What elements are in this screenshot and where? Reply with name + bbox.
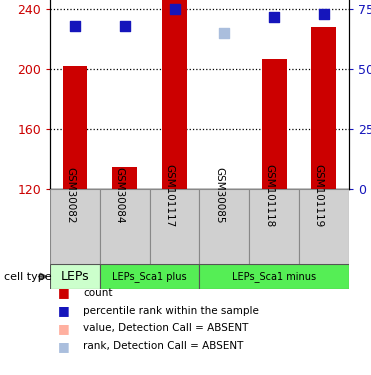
Text: GSM101119: GSM101119 xyxy=(314,164,324,227)
Text: ■: ■ xyxy=(58,304,69,317)
Text: LEPs_Sca1 minus: LEPs_Sca1 minus xyxy=(232,271,316,282)
Bar xyxy=(249,189,299,264)
Bar xyxy=(162,0,187,189)
Point xyxy=(271,13,277,20)
Bar xyxy=(63,66,88,189)
Text: GSM101118: GSM101118 xyxy=(264,164,274,227)
Bar xyxy=(200,264,349,289)
Point xyxy=(72,23,78,29)
Bar xyxy=(200,189,249,264)
Bar xyxy=(150,189,200,264)
Text: GSM30085: GSM30085 xyxy=(214,167,224,224)
Text: cell type: cell type xyxy=(4,272,51,282)
Bar xyxy=(100,189,150,264)
Text: GSM101117: GSM101117 xyxy=(164,164,174,227)
Text: ■: ■ xyxy=(58,322,69,335)
Text: ■: ■ xyxy=(58,286,69,299)
Bar xyxy=(112,167,137,189)
Bar xyxy=(262,59,286,189)
Point xyxy=(321,11,327,17)
Bar xyxy=(299,189,349,264)
Point xyxy=(122,23,128,29)
Text: GSM30084: GSM30084 xyxy=(115,167,125,224)
Bar xyxy=(311,27,336,189)
Bar xyxy=(50,189,100,264)
Bar xyxy=(100,264,200,289)
Bar xyxy=(50,264,100,289)
Text: value, Detection Call = ABSENT: value, Detection Call = ABSENT xyxy=(83,324,249,333)
Point xyxy=(221,30,227,36)
Text: count: count xyxy=(83,288,113,297)
Text: ■: ■ xyxy=(58,340,69,353)
Text: percentile rank within the sample: percentile rank within the sample xyxy=(83,306,259,315)
Text: LEPs: LEPs xyxy=(61,270,89,283)
Text: LEPs_Sca1 plus: LEPs_Sca1 plus xyxy=(112,271,187,282)
Point xyxy=(171,6,177,12)
Text: GSM30082: GSM30082 xyxy=(65,167,75,224)
Text: rank, Detection Call = ABSENT: rank, Detection Call = ABSENT xyxy=(83,342,244,351)
